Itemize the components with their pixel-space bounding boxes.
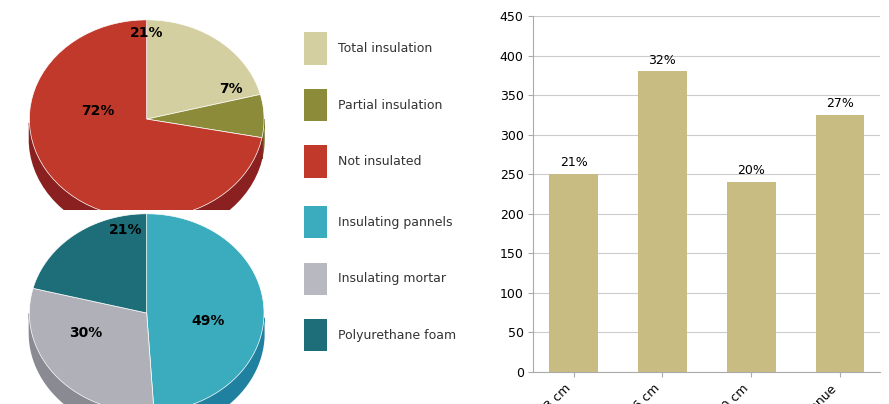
- Bar: [549, 174, 598, 372]
- Polygon shape: [154, 318, 264, 404]
- Text: Partial insulation: Partial insulation: [338, 99, 442, 112]
- Bar: [304, 319, 327, 351]
- Polygon shape: [147, 214, 264, 404]
- Bar: [304, 145, 327, 178]
- Polygon shape: [147, 95, 264, 138]
- Polygon shape: [29, 123, 262, 238]
- Text: 30%: 30%: [69, 326, 102, 340]
- Text: 72%: 72%: [81, 104, 114, 118]
- Text: Total insulation: Total insulation: [338, 42, 432, 55]
- Polygon shape: [29, 314, 154, 404]
- Text: 21%: 21%: [130, 26, 164, 40]
- Polygon shape: [147, 20, 260, 119]
- Bar: [815, 115, 864, 372]
- Text: Insulating mortar: Insulating mortar: [338, 272, 445, 285]
- Polygon shape: [29, 20, 262, 218]
- Bar: [638, 72, 687, 372]
- Text: 21%: 21%: [560, 156, 588, 169]
- Text: Not insulated: Not insulated: [338, 155, 421, 168]
- Text: 21%: 21%: [108, 223, 142, 237]
- Polygon shape: [262, 119, 264, 158]
- Text: 32%: 32%: [648, 54, 677, 67]
- Polygon shape: [29, 288, 154, 404]
- Text: 20%: 20%: [737, 164, 765, 177]
- Bar: [304, 89, 327, 121]
- Polygon shape: [33, 214, 147, 313]
- Text: Polyurethane foam: Polyurethane foam: [338, 329, 456, 342]
- Bar: [726, 182, 775, 372]
- Text: 27%: 27%: [826, 97, 853, 110]
- Bar: [304, 32, 327, 65]
- Bar: [304, 206, 327, 238]
- Text: 7%: 7%: [220, 82, 243, 96]
- Bar: [304, 263, 327, 295]
- Text: Insulating pannels: Insulating pannels: [338, 216, 453, 229]
- Text: 49%: 49%: [191, 314, 224, 328]
